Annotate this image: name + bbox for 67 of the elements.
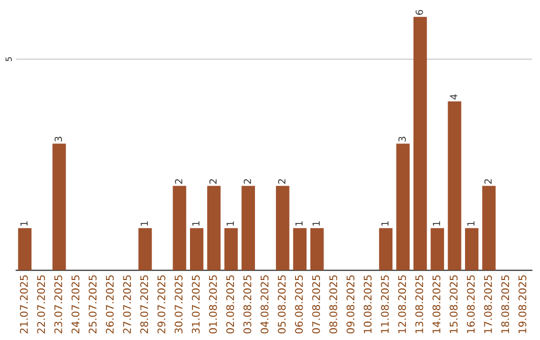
bar	[18, 228, 32, 270]
ref-line-label: 5	[6, 57, 12, 62]
x-tick-label: 04.08.2025	[260, 275, 268, 334]
x-tick-label: 26.07.2025	[106, 275, 114, 334]
bar	[190, 228, 204, 270]
data-label: 2	[174, 179, 182, 184]
data-label: 4	[450, 94, 458, 100]
x-tick-label: 17.08.2025	[484, 275, 492, 333]
data-label: 2	[209, 179, 217, 184]
x-tick-label: 13.08.2025	[415, 275, 424, 333]
x-tick-label: 25.07.2025	[88, 275, 97, 334]
data-label: 6	[416, 10, 423, 15]
bar	[52, 144, 66, 270]
bar	[276, 186, 290, 270]
x-tick-label: 31.07.2025	[192, 275, 200, 334]
x-tick-label: 11.08.2025	[380, 275, 389, 333]
data-label: 3	[54, 136, 62, 142]
data-label: 2	[484, 179, 492, 184]
data-label: 1	[312, 221, 320, 226]
x-tick-label: 28.07.2025	[140, 275, 148, 334]
bar	[224, 228, 238, 270]
x-tick-label: 05.08.2025	[278, 275, 286, 334]
data-label: 1	[192, 221, 200, 226]
x-tick-label: 06.08.2025	[294, 275, 303, 334]
bar	[207, 186, 221, 270]
x-tick-label: 22.07.2025	[37, 275, 46, 334]
bar	[465, 228, 478, 270]
x-tick-label: 24.07.2025	[72, 275, 80, 334]
bar	[413, 16, 427, 270]
bar	[172, 186, 186, 270]
bar	[242, 186, 255, 270]
data-label: 3	[398, 136, 406, 142]
x-tick-label: 09.08.2025	[346, 275, 354, 334]
x-tick-label: 29.07.2025	[157, 275, 166, 334]
bar	[293, 228, 307, 270]
bar	[430, 228, 444, 270]
x-tick-label: 27.07.2025	[123, 275, 131, 334]
bar	[310, 228, 324, 270]
x-tick-label: 07.08.2025	[312, 275, 320, 334]
x-tick-label: 08.08.2025	[329, 275, 338, 334]
data-label: 1	[381, 221, 388, 226]
x-tick-label: 02.08.2025	[226, 275, 234, 334]
bar	[482, 186, 496, 270]
bar	[379, 228, 392, 270]
data-label: 1	[432, 221, 440, 226]
data-label: 1	[140, 221, 148, 226]
x-tick-label: 16.08.2025	[466, 275, 475, 333]
x-tick-label: 18.08.2025	[501, 275, 510, 333]
x-tick-label: 10.08.2025	[364, 275, 372, 333]
data-label: 1	[20, 221, 28, 226]
data-label: 2	[244, 179, 251, 184]
x-tick-label: 15.08.2025	[450, 275, 458, 333]
data-label: 2	[278, 179, 286, 184]
bar	[138, 228, 152, 270]
x-tick-label: 21.07.2025	[20, 275, 28, 334]
x-tick-label: 14.08.2025	[432, 275, 440, 333]
x-tick-label: 19.08.2025	[518, 275, 526, 333]
data-label: 1	[226, 221, 234, 226]
bar	[448, 101, 462, 270]
x-tick-label: 30.07.2025	[174, 275, 183, 334]
x-tick-label: 01.08.2025	[209, 275, 217, 334]
x-tick-label: 03.08.2025	[243, 275, 252, 334]
bar	[396, 144, 410, 270]
x-tick-label: 12.08.2025	[398, 275, 406, 333]
x-tick-label: 23.07.2025	[54, 275, 62, 334]
data-label: 1	[295, 221, 303, 226]
data-label: 1	[467, 221, 474, 226]
